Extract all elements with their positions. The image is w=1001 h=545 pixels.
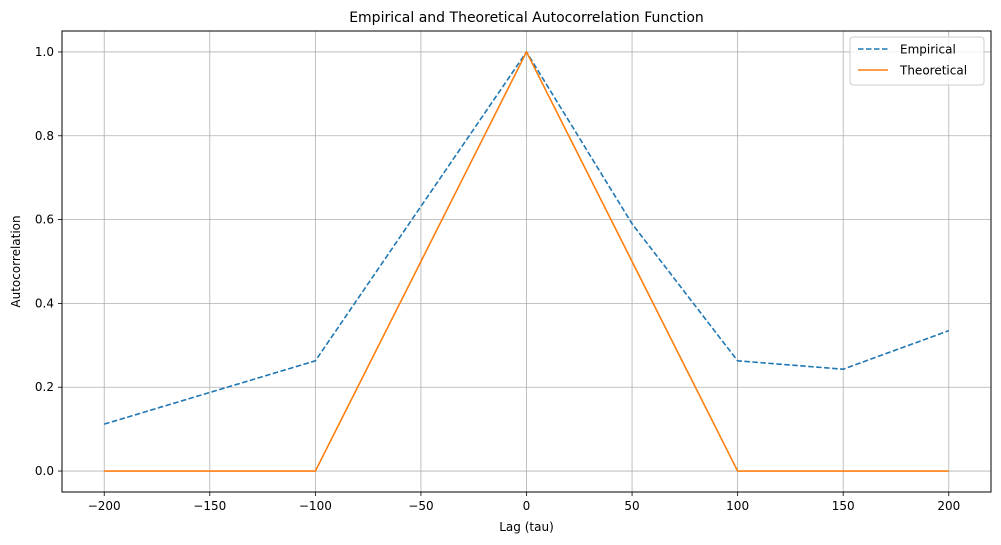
y-tick-label: 1.0 [35,45,54,59]
legend: Empirical Theoretical [849,36,985,86]
y-tick-label: 0.8 [35,129,54,143]
x-tick-label: 100 [726,499,749,513]
y-axis-ticks: 0.0 0.2 0.4 0.6 0.8 1.0 [35,45,62,478]
x-tick-label: −50 [408,499,433,513]
series-line-theoretical [104,51,949,472]
x-tick-label: 0 [523,499,531,513]
grid-lines [62,31,991,492]
y-tick-label: 0.6 [35,213,54,227]
x-tick-label: 150 [832,499,855,513]
x-tick-label: 50 [624,499,639,513]
series-layer [104,51,950,472]
x-axis-label: Lag (tau) [499,520,554,534]
series-line-empirical [104,51,950,425]
x-tick-label: −200 [88,499,121,513]
y-tick-label: 0.0 [35,464,54,478]
y-tick-label: 0.4 [35,296,54,310]
x-tick-label: 200 [937,499,960,513]
y-tick-label: 0.2 [35,380,54,394]
x-tick-label: −100 [299,499,332,513]
x-tick-label: −150 [193,499,226,513]
chart-title: Empirical and Theoretical Autocorrelatio… [349,10,704,26]
y-axis-label: Autocorrelation [9,215,23,307]
legend-label-empirical: Empirical [900,43,956,57]
x-axis-ticks: −200 −150 −100 −50 0 50 100 150 200 [88,492,960,513]
legend-label-theoretical: Theoretical [899,64,967,78]
